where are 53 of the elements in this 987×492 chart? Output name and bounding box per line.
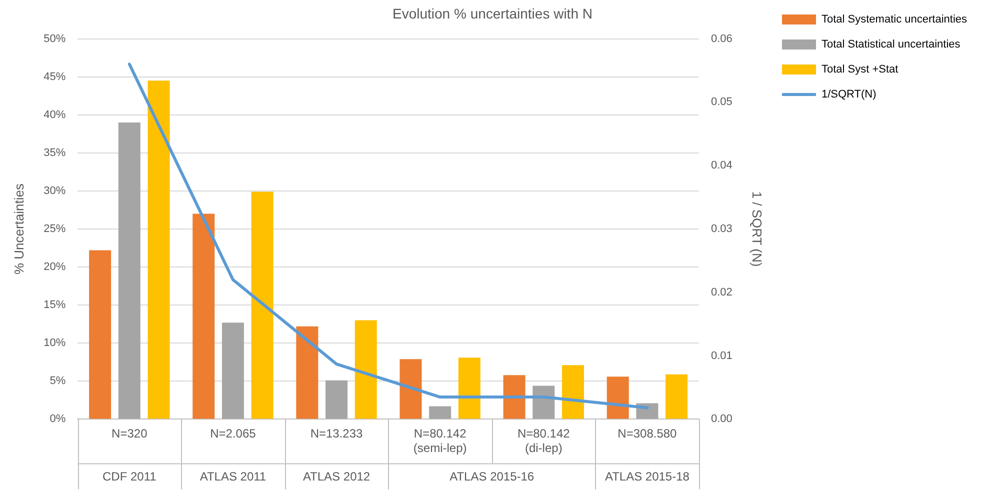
y2-tick-label: 0.00 — [710, 413, 732, 426]
y-tick-label: 45% — [44, 70, 66, 83]
bar — [148, 80, 170, 419]
bar — [400, 359, 422, 419]
x-tick-label: N=2.065 — [210, 426, 256, 441]
text: ATLAS 2011 — [200, 470, 266, 484]
y-tick-label: 10% — [44, 337, 66, 350]
bar — [429, 406, 452, 419]
bar — [562, 365, 584, 419]
y-tick-label: 30% — [44, 184, 66, 197]
bar — [192, 214, 215, 419]
bar — [296, 326, 318, 419]
bar — [222, 322, 244, 419]
y-axis-title: % Uncertainties — [11, 182, 26, 275]
x-tick-label: N=80.142 (semi-lep) — [413, 426, 467, 456]
y2-tick-label: 0.05 — [710, 96, 732, 108]
y2-axis-title: 1 / SQRT (N) — [750, 191, 765, 267]
bar — [118, 122, 140, 419]
text: CDF 2011 — [102, 470, 157, 484]
x-tick-label: N=13.233 — [310, 426, 364, 441]
y2-tick-label: 0.02 — [710, 286, 732, 298]
y-tick-label: 25% — [44, 223, 66, 236]
bar — [666, 374, 688, 419]
y2-tick-label: 0.03 — [710, 223, 732, 236]
y-tick-label: 15% — [44, 299, 66, 312]
y2-tick-label: 0.04 — [710, 160, 732, 172]
y2-tick-label: 0.06 — [710, 32, 732, 45]
bar — [326, 380, 348, 419]
bar — [503, 375, 526, 419]
legend-label: Total Syst +Stat — [821, 64, 898, 76]
y-tick-label: 50% — [44, 32, 66, 45]
legend-label: 1/SQRT(N) — [821, 88, 876, 101]
legend-label: Total Systematic uncertainties — [821, 14, 968, 26]
y-tick-label: 0% — [50, 413, 66, 426]
y-tick-label: 20% — [44, 261, 66, 274]
legend-label: Total Statistical uncertainties — [821, 38, 961, 51]
bar — [532, 386, 555, 419]
bar — [251, 192, 274, 419]
text: ATLAS 2015-16 — [450, 470, 534, 484]
x-tick-label: N=320 — [112, 426, 148, 441]
bar — [89, 250, 112, 419]
text: ATLAS 2012 — [302, 470, 370, 484]
bar — [354, 320, 377, 419]
x-tick-label: N=80.142 (di-lep) — [517, 426, 570, 456]
y-tick-label: 40% — [44, 108, 66, 121]
y-tick-label: 5% — [50, 375, 66, 388]
chart-title: Evolution % uncertainties with N — [392, 5, 592, 22]
x-tick-label: N=308.580 — [618, 426, 678, 441]
text: ATLAS 2015-18 — [604, 470, 690, 484]
bar — [606, 376, 629, 419]
bar — [458, 358, 480, 419]
y2-tick-label: 0.01 — [710, 350, 732, 362]
y-tick-label: 35% — [44, 146, 66, 159]
